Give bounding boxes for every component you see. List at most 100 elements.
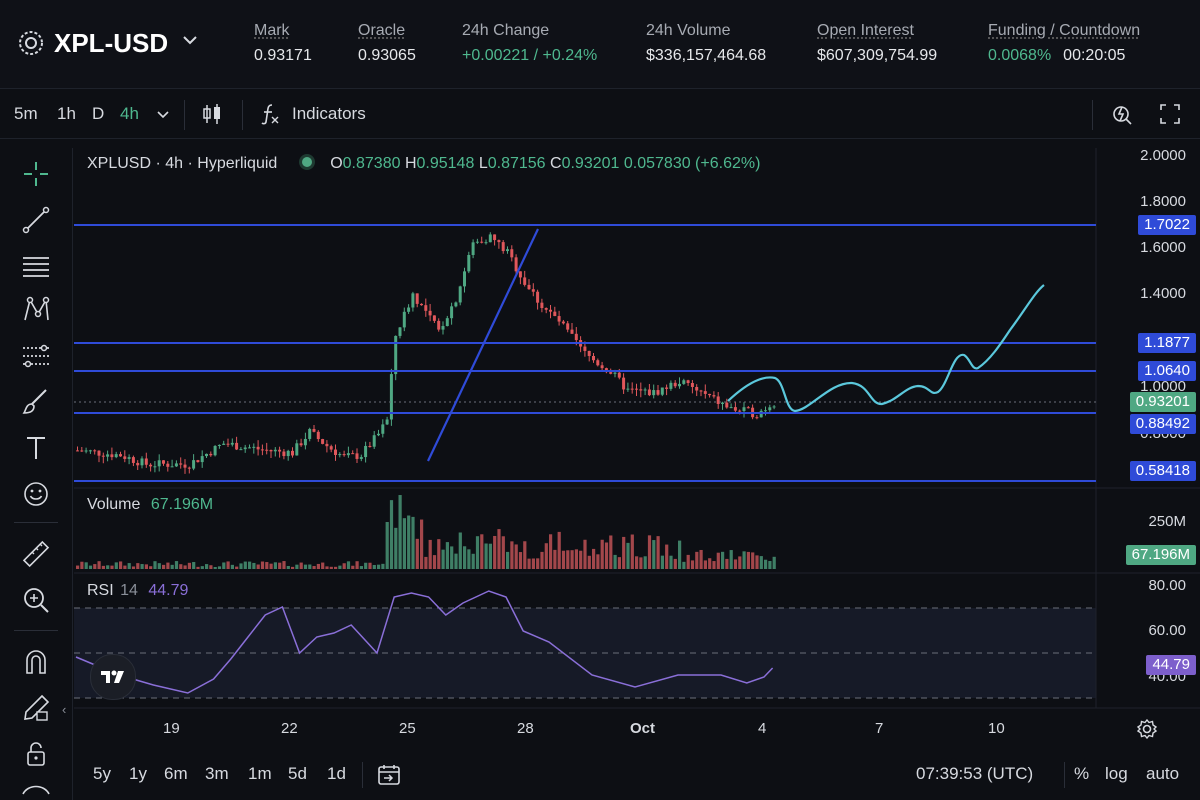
divider: [14, 630, 58, 631]
tradingview-logo[interactable]: [90, 654, 136, 700]
candle-body: [652, 390, 656, 396]
range-1y[interactable]: 1y: [129, 764, 147, 783]
zoom-in-icon[interactable]: [20, 584, 52, 616]
volume-bar: [703, 560, 707, 569]
range-3m[interactable]: 3m: [205, 764, 229, 783]
projection-path[interactable]: [727, 284, 1045, 413]
level-price-tag: 1.1877: [1138, 333, 1196, 353]
pair-selector-label[interactable]: XPL-USD: [54, 28, 169, 58]
chart-toolbar: 5m 1h D 4h Indicators: [0, 94, 1200, 139]
range-5y[interactable]: 5y: [93, 764, 111, 783]
candle-body: [381, 424, 385, 434]
chevron-down-icon[interactable]: [180, 30, 200, 50]
volume-bar: [381, 563, 385, 569]
fullscreen-icon[interactable]: [1158, 102, 1182, 126]
volume-bar: [712, 561, 716, 569]
candle-body: [359, 457, 363, 459]
lock-icon[interactable]: [20, 738, 52, 770]
pattern-icon[interactable]: [20, 294, 52, 326]
volume-bar: [557, 531, 561, 569]
volume-bar: [179, 564, 183, 569]
screenshot-icon[interactable]: [1110, 102, 1134, 126]
volume-bar: [420, 519, 424, 569]
candle-body: [454, 302, 458, 307]
candle-body: [746, 407, 750, 409]
volume-bar: [630, 534, 634, 569]
candle-body: [235, 442, 239, 450]
volume-bar: [149, 566, 153, 569]
date-label: 10: [988, 720, 1005, 737]
function-icon[interactable]: [258, 102, 282, 126]
range-5d[interactable]: 5d: [288, 764, 307, 783]
rsi-value: 44.79: [148, 582, 189, 599]
volume-bar: [463, 546, 467, 569]
candle-body: [174, 463, 178, 467]
draw-lock-icon[interactable]: [20, 692, 52, 724]
volume-bar: [432, 555, 437, 569]
horizontal-lines-icon[interactable]: [20, 250, 52, 282]
chevron-down-icon[interactable]: [154, 106, 172, 124]
stat-value: 0.0068% 00:20:05: [988, 47, 1140, 65]
volume-bar: [708, 558, 712, 569]
volume-bar: [114, 562, 118, 569]
candle-body: [647, 389, 651, 396]
candle-body: [703, 391, 707, 394]
auto-scale-toggle[interactable]: auto: [1146, 764, 1180, 783]
volume-bar: [561, 550, 566, 569]
close-value: 0.93201: [561, 155, 620, 172]
volume-bar: [394, 527, 398, 569]
volume-bar: [101, 565, 105, 569]
volume-bar: [652, 540, 656, 569]
level-price-tag: 0.88492: [1129, 414, 1196, 434]
candle-body: [635, 388, 638, 390]
percent-scale-toggle[interactable]: %: [1074, 764, 1090, 783]
brush-icon[interactable]: [20, 386, 52, 418]
trend-line-icon[interactable]: [20, 204, 52, 236]
collapse-sidebar-icon[interactable]: ‹: [62, 702, 67, 717]
candle-body: [187, 467, 191, 469]
candle-body: [144, 458, 148, 465]
fib-retracement-icon[interactable]: [20, 340, 52, 372]
range-6m[interactable]: 6m: [164, 764, 188, 783]
volume-bar: [110, 565, 114, 569]
candle-body: [678, 383, 681, 387]
volume-bar: [187, 562, 191, 569]
indicators-button[interactable]: Indicators: [292, 104, 366, 123]
eye-icon[interactable]: [20, 780, 52, 800]
trend-line[interactable]: [427, 228, 539, 462]
log-scale-toggle[interactable]: log: [1105, 764, 1128, 783]
timeframe-1h[interactable]: 1h: [57, 104, 76, 123]
candle-body: [592, 355, 595, 361]
volume-bar: [286, 565, 290, 569]
utc-clock[interactable]: 07:39:53 (UTC): [916, 764, 1034, 783]
candle-body: [265, 449, 269, 451]
high-value: 0.95148: [416, 155, 475, 172]
candle-body: [540, 302, 544, 309]
rsi-axis-label: 60.00: [1148, 622, 1186, 639]
ohlc-key: O: [330, 155, 343, 172]
candle-body: [523, 277, 527, 285]
volume-bar: [721, 551, 725, 569]
volume-bar: [170, 564, 174, 569]
timeframe-4h[interactable]: 4h: [120, 104, 139, 123]
candle-body: [230, 442, 234, 445]
volume-bar: [574, 549, 578, 569]
timeframe-d[interactable]: D: [92, 104, 105, 123]
emoji-icon[interactable]: [20, 478, 52, 510]
range-1d[interactable]: 1d: [327, 764, 346, 783]
text-tool-icon[interactable]: [20, 432, 52, 464]
candle-body: [574, 333, 578, 341]
range-1m[interactable]: 1m: [248, 764, 272, 783]
settings-gear-icon[interactable]: [1136, 718, 1158, 740]
calendar-goto-icon[interactable]: [376, 762, 402, 788]
volume-bar: [570, 550, 574, 569]
candle-body: [123, 456, 127, 459]
ruler-icon[interactable]: [20, 538, 52, 570]
candles-icon[interactable]: [200, 102, 224, 126]
timeframe-5m[interactable]: 5m: [14, 104, 38, 123]
crosshair-icon[interactable]: [20, 158, 52, 190]
candle-body: [536, 291, 540, 303]
candle-body: [269, 449, 273, 452]
magnet-icon[interactable]: [20, 646, 52, 678]
